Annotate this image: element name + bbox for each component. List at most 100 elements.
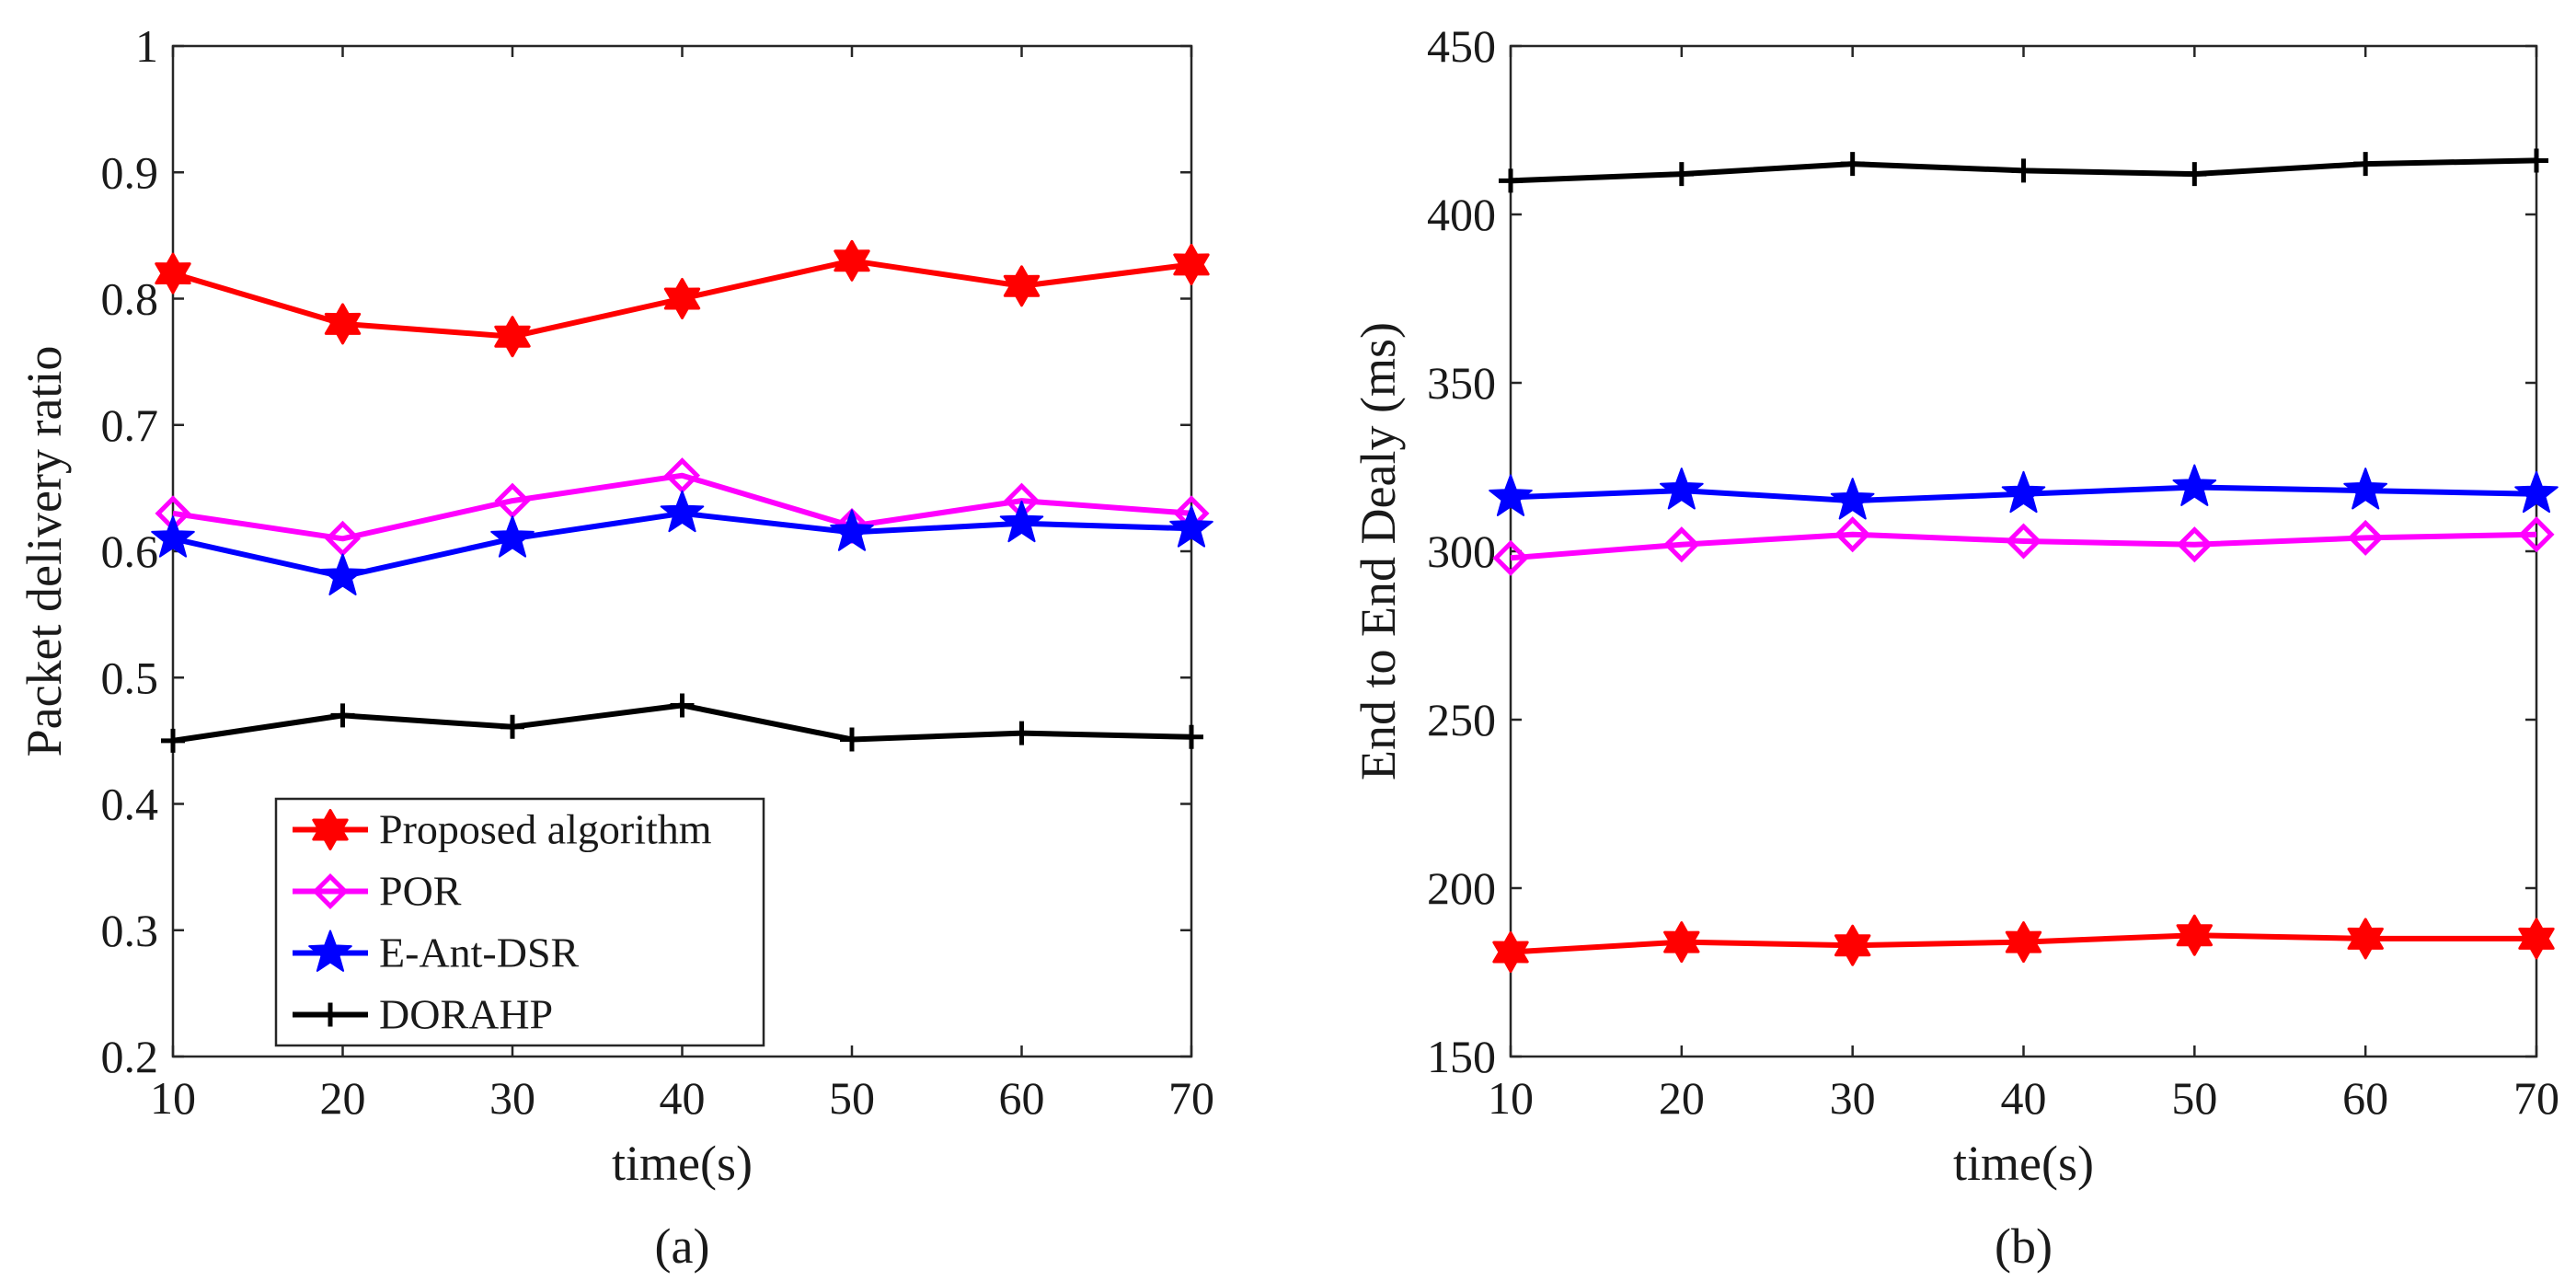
data-point-marker [1489, 474, 1533, 516]
y-tick-label: 400 [1427, 189, 1496, 240]
data-point-marker [1663, 526, 1700, 563]
data-point-marker [999, 500, 1044, 543]
series-dorahp [161, 693, 1203, 753]
legend-marker [312, 872, 349, 910]
data-point-marker [830, 509, 874, 551]
series-proposed-algorithm [1492, 914, 2555, 973]
series-e-ant-dsr [151, 490, 1213, 595]
data-point-marker [2005, 523, 2042, 560]
data-point-marker [1834, 924, 1871, 966]
x-axis-label: time(s) [1953, 1136, 2094, 1191]
data-point-marker [2347, 519, 2384, 556]
y-tick-label: 0.2 [101, 1031, 159, 1082]
data-point-marker [151, 515, 195, 558]
y-tick-label: 0.8 [101, 273, 159, 325]
chart-panel-a: 10 20 30 40 50 60 70 0.2 0.3 0.4 0.5 0.6 0.7 0.8 0.9 1 t… [17, 20, 1214, 1274]
data-point-marker [663, 278, 701, 319]
data-point-marker [494, 316, 531, 358]
data-point-marker [1660, 468, 1704, 510]
data-point-marker [490, 515, 535, 558]
data-point-marker [2514, 470, 2559, 514]
y-tick-label: 0.9 [101, 146, 159, 198]
legend-label: POR [379, 868, 462, 915]
panel-caption: (a) [655, 1218, 710, 1274]
legend: Proposed algorithm POR E-Ant-DSR DORAHP [274, 797, 765, 1047]
x-tick-label: 40 [660, 1072, 706, 1124]
y-tick-label: 0.3 [101, 905, 159, 956]
panel-caption: (b) [1995, 1218, 2053, 1274]
legend-label: E-Ant-DSR [379, 930, 580, 976]
series-proposed-algorithm [155, 239, 1210, 358]
data-point-marker [1669, 162, 1694, 187]
data-point-marker [840, 727, 864, 752]
data-point-marker [2518, 516, 2555, 553]
x-tick-label: 10 [1488, 1072, 1534, 1124]
data-point-marker [494, 482, 531, 519]
data-point-marker [324, 520, 362, 557]
x-tick-label: 60 [999, 1072, 1045, 1124]
x-tick-label: 30 [1830, 1072, 1876, 1124]
y-tick-label: 0.5 [101, 652, 159, 703]
data-point-marker [320, 553, 365, 595]
y-tick-label: 0.7 [101, 399, 159, 451]
legend-marker [318, 1002, 342, 1027]
chart-panel-b: 10 20 30 40 50 60 70 150 200 250 300 350 400 450 time(… [1351, 20, 2559, 1274]
x-tick-label: 70 [1168, 1072, 1214, 1124]
data-point-marker [660, 490, 705, 533]
data-point-marker [2518, 918, 2555, 960]
data-point-marker [1169, 505, 1213, 548]
series-dorahp [1499, 148, 2548, 193]
x-tick-label: 50 [829, 1072, 875, 1124]
data-point-marker [2005, 921, 2042, 964]
legend-label: Proposed algorithm [379, 806, 712, 853]
legend-marker [312, 809, 349, 850]
y-axis-label: End to End Dealy (ms) [1351, 322, 1406, 780]
legend-marker [308, 930, 352, 972]
data-point-marker [670, 693, 695, 718]
data-point-marker [2524, 148, 2548, 173]
series-e-ant-dsr [1489, 464, 2559, 520]
data-point-marker [2353, 152, 2378, 177]
data-point-marker [1663, 921, 1700, 964]
data-point-marker [2176, 914, 2213, 956]
x-tick-label: 70 [2513, 1072, 2559, 1124]
data-point-marker [1003, 265, 1041, 307]
data-point-marker [1492, 539, 1529, 576]
series-line [1510, 531, 2537, 561]
y-tick-label: 1 [135, 20, 158, 72]
y-tick-label: 300 [1427, 526, 1496, 577]
x-tick-label: 50 [2171, 1072, 2217, 1124]
data-point-marker [1492, 931, 1529, 973]
y-tick-label: 450 [1427, 20, 1496, 72]
legend-box [274, 797, 765, 1047]
x-tick-label: 20 [1659, 1072, 1705, 1124]
data-point-marker [155, 252, 191, 295]
data-point-marker [2182, 162, 2207, 187]
data-point-marker [161, 728, 185, 753]
data-point-marker [2172, 464, 2217, 506]
series-por [1492, 516, 2555, 576]
data-point-marker [2011, 158, 2036, 183]
y-tick-label: 0.4 [101, 779, 159, 830]
x-tick-label: 30 [489, 1072, 535, 1124]
data-point-marker [324, 303, 362, 345]
plot-area [1509, 44, 2538, 1058]
y-tick-label: 0.6 [101, 526, 159, 577]
data-point-marker [663, 457, 701, 494]
data-point-marker [1830, 478, 1875, 520]
x-tick-label: 60 [2342, 1072, 2388, 1124]
data-point-marker [2176, 526, 2213, 563]
data-point-marker [1840, 152, 1865, 177]
data-point-marker [500, 714, 524, 739]
x-tick-label: 10 [150, 1072, 196, 1124]
legend-label: DORAHP [379, 991, 553, 1038]
data-point-marker [834, 239, 870, 282]
data-point-marker [1173, 243, 1210, 285]
y-axis-label: Packet delivery ratio [17, 346, 72, 757]
data-point-marker [2343, 468, 2387, 510]
data-point-marker [1499, 168, 1523, 193]
data-point-marker [1179, 724, 1203, 749]
y-tick-label: 250 [1427, 694, 1496, 745]
data-point-marker [2001, 470, 2046, 514]
y-tick-label: 150 [1427, 1031, 1496, 1082]
